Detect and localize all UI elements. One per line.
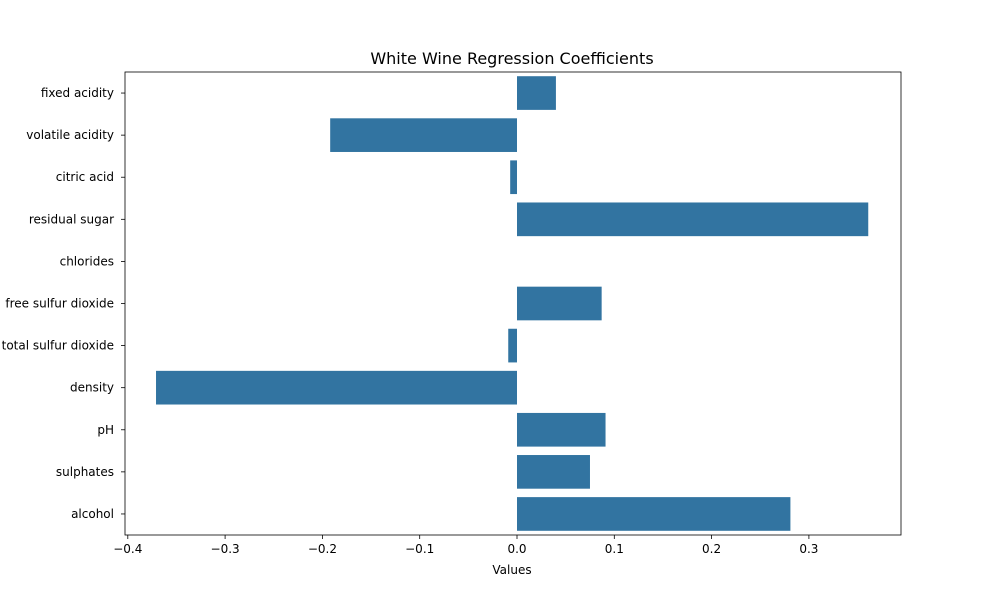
x-tick-label: −0.1 <box>405 542 434 556</box>
x-tick-label: 0.2 <box>702 542 721 556</box>
bar <box>156 370 517 405</box>
y-tick-label: residual sugar <box>29 212 114 226</box>
x-tick-label: 0.1 <box>605 542 624 556</box>
y-tick-label: free sulfur dioxide <box>5 297 114 311</box>
y-tick-label: sulphates <box>56 465 114 479</box>
y-tick-label: fixed acidity <box>41 86 114 100</box>
x-axis-ticks: −0.4 −0.3 −0.2 −0.1 0.0 0.1 0.2 0.3 <box>113 535 818 556</box>
chart-title: White Wine Regression Coefficients <box>370 49 653 68</box>
x-axis-label: Values <box>492 563 531 577</box>
x-tick-label: −0.2 <box>308 542 337 556</box>
bar <box>330 118 517 152</box>
x-tick-label: −0.4 <box>113 542 142 556</box>
bar <box>508 328 517 363</box>
y-tick-label: total sulfur dioxide <box>2 339 114 353</box>
bar <box>517 497 791 531</box>
x-tick-label: −0.3 <box>211 542 240 556</box>
y-tick-label: citric acid <box>56 170 114 184</box>
bar <box>510 160 517 195</box>
x-tick-label: 0.0 <box>507 542 526 556</box>
y-axis-ticks: fixed acidity volatile acidity citric acid… <box>2 86 125 521</box>
bar <box>517 286 602 321</box>
bars-group <box>156 76 869 531</box>
bar <box>517 455 590 489</box>
y-tick-label: alcohol <box>71 507 114 521</box>
y-tick-label: pH <box>97 423 114 437</box>
y-tick-label: density <box>70 381 114 395</box>
bar <box>517 202 869 237</box>
bar <box>517 76 556 110</box>
y-tick-label: chlorides <box>60 254 114 268</box>
y-tick-label: volatile acidity <box>26 128 114 142</box>
bar <box>517 412 606 447</box>
x-tick-label: 0.3 <box>799 542 818 556</box>
